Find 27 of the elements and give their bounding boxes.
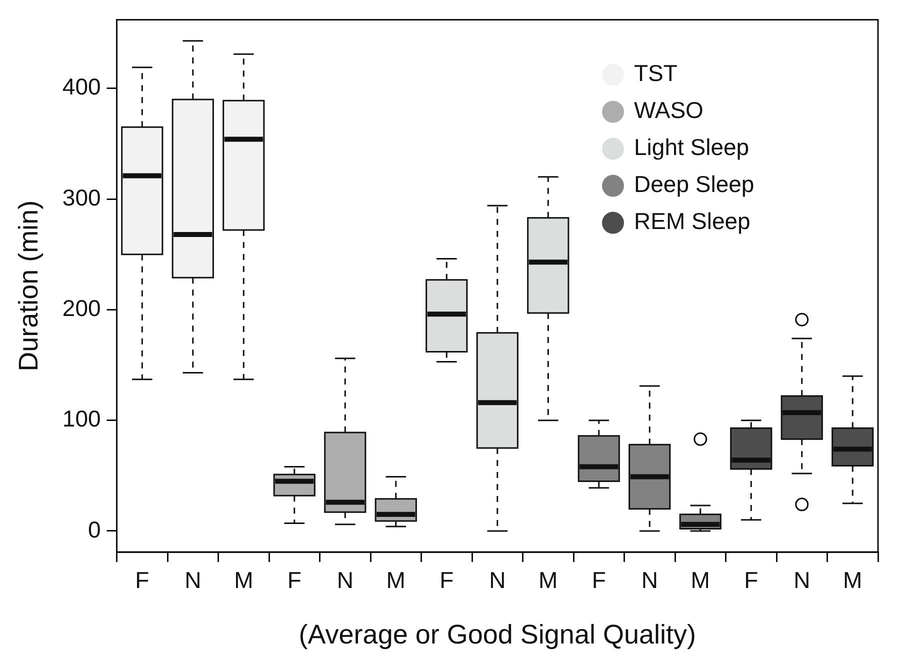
x-tick-label: M — [234, 567, 254, 594]
x-tick-label: N — [794, 567, 810, 594]
x-tick-label: M — [843, 567, 862, 594]
x-tick-label: F — [135, 567, 150, 594]
x-tick-label: N — [641, 567, 658, 594]
x-tick-label: F — [744, 567, 758, 594]
y-tick-label: 0 — [88, 516, 101, 542]
legend-label: WASO — [634, 97, 704, 124]
x-tick-label: M — [690, 567, 710, 594]
x-tick-label: N — [489, 567, 506, 594]
x-tick-label: N — [336, 567, 354, 594]
legend-label: Deep Sleep — [634, 171, 754, 198]
x-tick-label: F — [287, 567, 302, 594]
x-tick-label: F — [440, 567, 454, 594]
y-tick-label: 300 — [62, 184, 101, 210]
x-tick-label: F — [592, 567, 606, 594]
x-tick-label: N — [184, 567, 202, 594]
legend-label: TST — [634, 60, 678, 86]
legend-label: REM Sleep — [634, 208, 750, 234]
y-axis-title: Duration (min) — [14, 200, 44, 372]
legend-label: Light Sleep — [634, 134, 750, 160]
y-tick-label: 400 — [62, 74, 101, 100]
y-tick-label: 200 — [62, 295, 101, 322]
x-tick-label: M — [386, 567, 406, 594]
x-axis-title: (Average or Good Signal Quality) — [298, 619, 696, 650]
x-tick-label: M — [538, 567, 558, 594]
y-tick-label: 100 — [62, 406, 101, 432]
